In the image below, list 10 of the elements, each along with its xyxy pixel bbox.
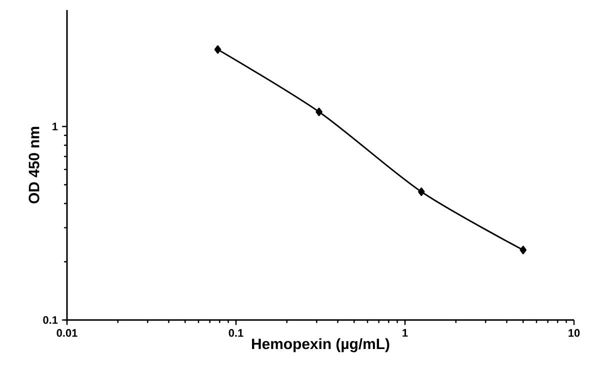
point bbox=[214, 45, 222, 54]
point bbox=[520, 246, 527, 254]
point bbox=[316, 108, 322, 116]
x-axis-title: Hemopexin (µg/mL) bbox=[252, 338, 390, 352]
point bbox=[418, 188, 425, 196]
x-tick-label: 1 bbox=[402, 329, 408, 337]
y-axis-title: OD 450 nm bbox=[28, 126, 40, 204]
x-tick-label: 0.1 bbox=[228, 329, 244, 337]
x-tick-label: 0.01 bbox=[56, 329, 78, 337]
x-tick-label: 10 bbox=[568, 329, 580, 337]
